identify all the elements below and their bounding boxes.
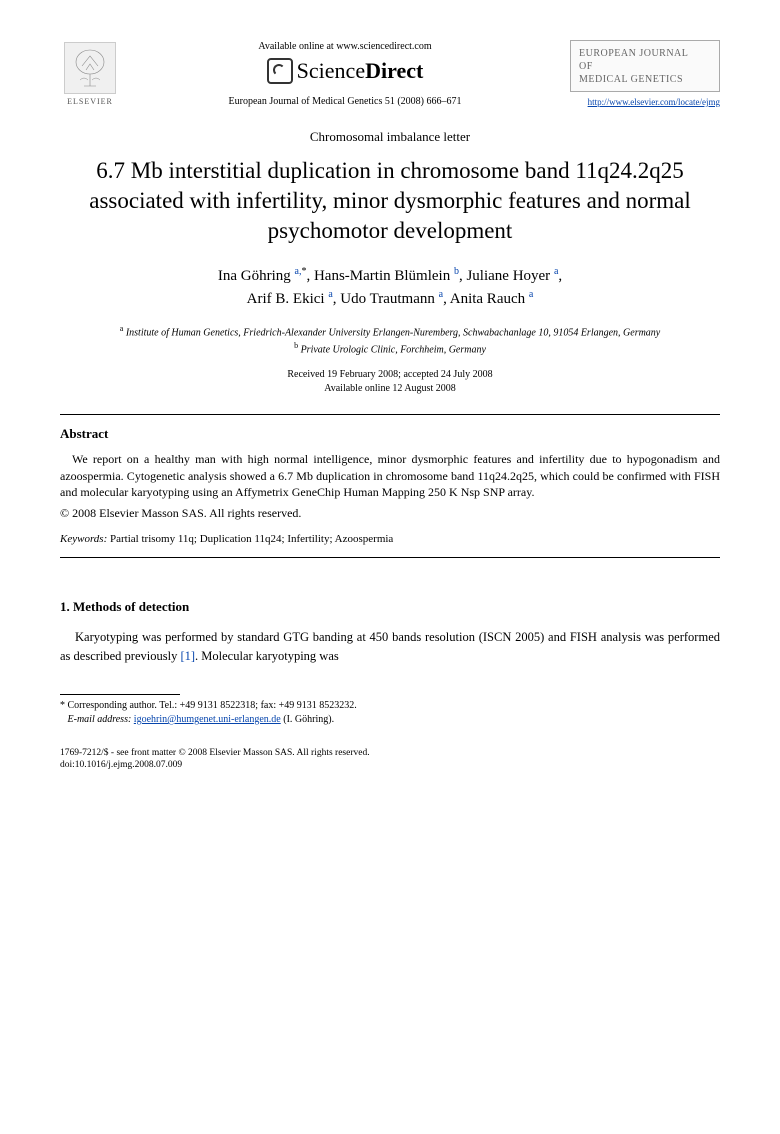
footer-block: 1769-7212/$ - see front matter © 2008 El… [60,747,720,772]
divider [60,557,720,558]
available-date: Available online 12 August 2008 [60,382,720,396]
sciencedirect-text: ScienceDirect [297,56,424,87]
keywords-text: Partial trisomy 11q; Duplication 11q24; … [107,533,393,545]
email-label: E-mail address: [68,714,132,725]
journal-url-link[interactable]: http://www.elsevier.com/locate/ejmg [570,96,720,109]
corr-email-line: E-mail address: igoehrin@humgenet.uni-er… [60,713,720,727]
header-right: EUROPEAN JOURNAL OF MEDICAL GENETICS htt… [570,40,720,109]
footnote-divider [60,694,180,695]
author-sep: , Hans-Martin Blümlein [306,268,453,284]
elsevier-tree-icon [64,42,116,94]
abstract-text: We report on a healthy man with high nor… [60,451,720,501]
header-row: ELSEVIER Available online at www.science… [60,40,720,110]
body-text: Karyotyping was performed by standard GT… [60,630,720,663]
author-name: Ina Göhring [218,268,295,284]
affiliations-block: a Institute of Human Genetics, Friedrich… [60,323,720,358]
body-text: . Molecular karyotyping was [195,649,339,663]
sciencedirect-icon [267,58,293,84]
available-online-text: Available online at www.sciencedirect.co… [130,40,560,54]
authors-block: Ina Göhring a,*, Hans-Martin Blümlein b,… [60,264,720,311]
sd-suffix: Direct [365,58,423,83]
header-center: Available online at www.sciencedirect.co… [120,40,570,109]
corr-author-text: * Corresponding author. Tel.: +49 9131 8… [60,699,720,713]
body-paragraph: Karyotyping was performed by standard GT… [60,628,720,666]
divider [60,414,720,415]
keywords-line: Keywords: Partial trisomy 11q; Duplicati… [60,532,720,547]
email-name: (I. Göhring). [281,714,334,725]
author-affil-sup: a [529,289,533,300]
corresponding-author-footnote: * Corresponding author. Tel.: +49 9131 8… [60,699,720,727]
citation-link[interactable]: [1] [180,649,195,663]
article-type: Chromosomal imbalance letter [60,128,720,146]
section-heading: 1. Methods of detection [60,598,720,616]
affiliation-text: Private Urologic Clinic, Forchheim, Germ… [298,345,486,356]
abstract-copyright: © 2008 Elsevier Masson SAS. All rights r… [60,505,720,522]
journal-box-line: EUROPEAN JOURNAL [579,47,711,60]
sd-prefix: Science [297,58,365,83]
journal-box-line: OF [579,60,711,73]
abstract-heading: Abstract [60,425,720,443]
affiliation-text: Institute of Human Genetics, Friedrich-A… [123,327,660,338]
elsevier-label: ELSEVIER [67,96,113,107]
author-sep: , Udo Trautmann [333,291,439,307]
author-sep: , Juliane Hoyer [459,268,554,284]
footer-issn: 1769-7212/$ - see front matter © 2008 El… [60,747,720,759]
received-date: Received 19 February 2008; accepted 24 J… [60,368,720,382]
author-sep: , Anita Rauch [443,291,529,307]
keywords-label: Keywords: [60,533,107,545]
elsevier-logo: ELSEVIER [60,40,120,110]
article-title: 6.7 Mb interstitial duplication in chrom… [60,156,720,246]
author-name: Arif B. Ekici [247,291,329,307]
dates-block: Received 19 February 2008; accepted 24 J… [60,368,720,396]
journal-reference: European Journal of Medical Genetics 51 … [130,95,560,109]
email-link[interactable]: igoehrin@humgenet.uni-erlangen.de [134,714,281,725]
footer-doi: doi:10.1016/j.ejmg.2008.07.009 [60,759,720,771]
journal-name-box: EUROPEAN JOURNAL OF MEDICAL GENETICS [570,40,720,92]
sciencedirect-logo: ScienceDirect [130,56,560,87]
journal-box-line: MEDICAL GENETICS [579,73,711,86]
author-sep: , [558,268,562,284]
